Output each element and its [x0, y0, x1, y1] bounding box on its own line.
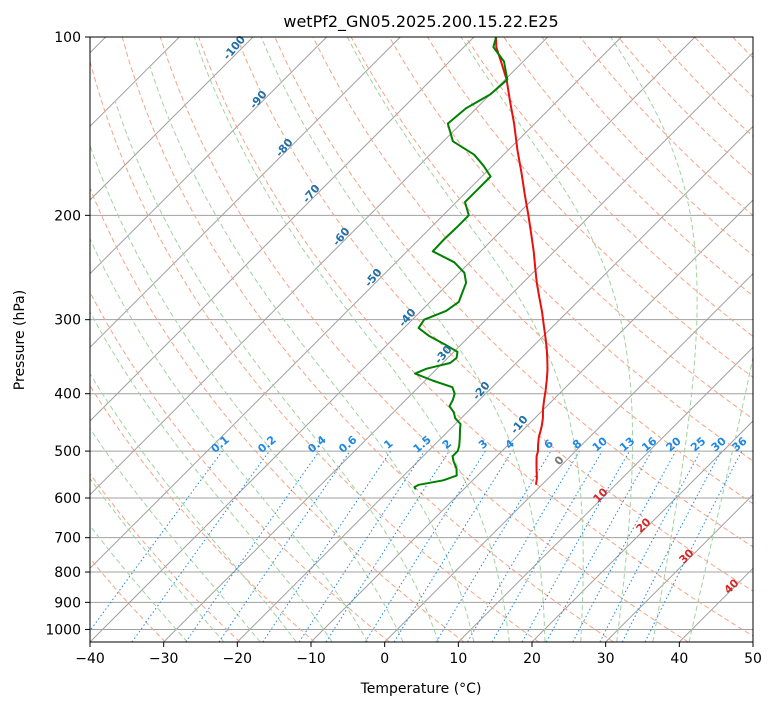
dewpoint-profile-line: [413, 37, 509, 490]
moist-adiabat: [610, 37, 698, 642]
moist-adiabat: [90, 144, 404, 642]
x-tick-label: 50: [744, 651, 762, 667]
y-tick-label: 1000: [45, 622, 81, 638]
y-tick-label: 500: [54, 444, 81, 460]
mixing-ratio-line: [393, 450, 513, 642]
isotherm-line: [90, 37, 254, 201]
moist-adiabat: [193, 37, 510, 642]
dry-adiabat: [426, 37, 753, 378]
isotherm-line: [531, 420, 753, 642]
moist-adiabat: [114, 100, 439, 642]
moist-adiabat: [90, 237, 369, 642]
isotherm-line: [236, 125, 753, 642]
mixing-ratio-line: [572, 450, 677, 642]
mixing-ratio-line: [298, 450, 425, 642]
isotherm-line: [605, 493, 753, 642]
dry-adiabat: [90, 557, 166, 642]
isotherm-line: [90, 37, 475, 422]
y-tick-label: 700: [54, 531, 81, 547]
x-tick-label: 20: [523, 651, 541, 667]
moist-adiabat: [90, 477, 225, 642]
dry-adiabat: [159, 37, 689, 642]
isotherm-line: [90, 37, 401, 349]
isotherm-line: [90, 37, 622, 570]
y-tick-label: 300: [54, 313, 81, 329]
moist-adiabat: [688, 355, 753, 642]
plot-frame: [89, 36, 754, 643]
y-tick-label: 600: [54, 491, 81, 507]
mixing-ratio-line: [185, 450, 320, 642]
moist-adiabat: [149, 66, 475, 642]
x-tick-label: 40: [670, 651, 688, 667]
mixing-ratio-line: [90, 450, 223, 632]
isotherm-lines: [90, 37, 753, 642]
x-axis-label: Temperature (°C): [360, 681, 482, 697]
dry-adiabat: [90, 59, 540, 642]
isotherm-line: [310, 199, 753, 642]
isotherm-line: [90, 37, 696, 642]
x-tick-label: −40: [75, 651, 105, 667]
x-tick-label: −30: [149, 651, 179, 667]
mixing-ratio-lines: [90, 450, 743, 642]
isotherm-line: [384, 272, 753, 642]
y-tick-label: 200: [54, 208, 81, 224]
mixing-ratio-line: [521, 450, 630, 642]
dry-adiabat: [90, 472, 241, 642]
mixing-ratio-line: [218, 450, 351, 642]
moist-adiabat: [260, 37, 546, 642]
isotherm-line: [457, 346, 753, 642]
mixing-ratio-line: [262, 450, 392, 642]
dry-adiabat: [350, 37, 753, 462]
moist-adiabats: [90, 37, 753, 642]
y-axis-label: Pressure (hPa): [12, 290, 28, 390]
temperature-profile-line: [495, 37, 549, 485]
isotherm-line: [90, 37, 549, 496]
x-tick-label: 30: [597, 651, 615, 667]
isotherm-line: [163, 51, 753, 642]
mixing-ratio-line: [644, 450, 743, 642]
moist-adiabat: [90, 310, 333, 642]
y-tick-label: 400: [54, 387, 81, 403]
x-tick-label: −10: [296, 651, 326, 667]
x-tick-label: 0: [380, 651, 389, 667]
dry-adiabat: [90, 291, 390, 642]
x-tick-label: 10: [449, 651, 467, 667]
dry-adiabat: [274, 37, 753, 548]
x-tick-label: −20: [223, 651, 253, 667]
y-tick-label: 800: [54, 565, 81, 581]
dry-adiabat: [503, 37, 753, 297]
dry-adiabat: [90, 384, 316, 642]
y-tick-label: 900: [54, 595, 81, 611]
isobar-lines: [90, 37, 753, 630]
moist-adiabat: [90, 427, 261, 642]
chart-title: wetPf2_GN05.2025.200.15.22.E25: [283, 12, 558, 32]
dry-adiabat: [236, 37, 753, 592]
dry-adiabat: [198, 37, 753, 637]
mixing-ratio-line: [325, 450, 450, 642]
mixing-ratio-line: [545, 450, 653, 642]
isotherm-line: [90, 37, 328, 275]
y-tick-label: 100: [54, 30, 81, 46]
moist-adiabat: [346, 37, 584, 642]
dry-adiabat: [90, 186, 465, 642]
mixing-ratio-line: [131, 450, 270, 642]
